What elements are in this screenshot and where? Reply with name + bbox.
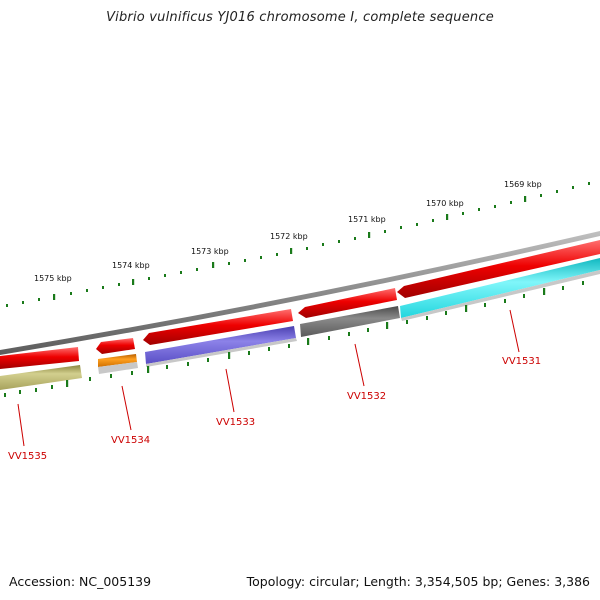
kbp-label-1571: 1571 kbp (348, 215, 386, 224)
inner-tick-ring (4, 281, 584, 397)
kbp-label-1574: 1574 kbp (112, 261, 150, 270)
gene-vv1534-forward (96, 338, 135, 354)
gene-vv1534-orange (98, 354, 137, 367)
gene-leader-lines (17, 309, 520, 447)
gene-vv1532-forward (298, 288, 397, 318)
gene-vv1533-forward (143, 309, 293, 345)
outer-tick-ring (6, 182, 590, 307)
gene-vv1532-darkgray (300, 306, 400, 337)
gene-vv1531-cyan (400, 258, 600, 318)
forward-strand-genes (0, 240, 600, 369)
kbp-label-1569: 1569 kbp (504, 180, 542, 189)
gene-label-vv1531: VV1531 (502, 356, 541, 367)
kbp-labels: 1575 kbp 1574 kbp 1573 kbp 1572 kbp 1571… (34, 180, 542, 283)
gene-label-vv1535: VV1535 (8, 451, 47, 462)
kbp-label-1573: 1573 kbp (191, 247, 229, 256)
kbp-label-1572: 1572 kbp (270, 232, 308, 241)
gene-vv1533-shadow (146, 338, 297, 367)
kbp-label-1570: 1570 kbp (426, 199, 464, 208)
map-title: Vibrio vulnificus YJ016 chromosome I, co… (106, 10, 494, 25)
accession-text: Accession: NC_005139 (9, 574, 152, 589)
topology-text: Topology: circular; Length: 3,354,505 bp… (246, 574, 590, 589)
chromosome-backbone (0, 231, 600, 355)
gene-label-vv1534: VV1534 (111, 435, 150, 446)
gene-label-vv1532: VV1532 (347, 391, 386, 402)
gene-label-vv1533: VV1533 (216, 417, 255, 428)
gene-labels: VV1535 VV1534 VV1533 VV1532 VV1531 (8, 356, 541, 462)
gene-vv1533-purple (145, 326, 296, 364)
kbp-label-1575: 1575 kbp (34, 274, 72, 283)
gene-vv1534-gray (98, 362, 138, 374)
gene-vv1535-forward (0, 347, 79, 369)
gene-vv1531-forward (397, 240, 600, 298)
gene-vv1535-olive (0, 365, 82, 390)
reverse-strand-genes (0, 258, 600, 390)
gene-vv1531-shadow (401, 270, 600, 321)
